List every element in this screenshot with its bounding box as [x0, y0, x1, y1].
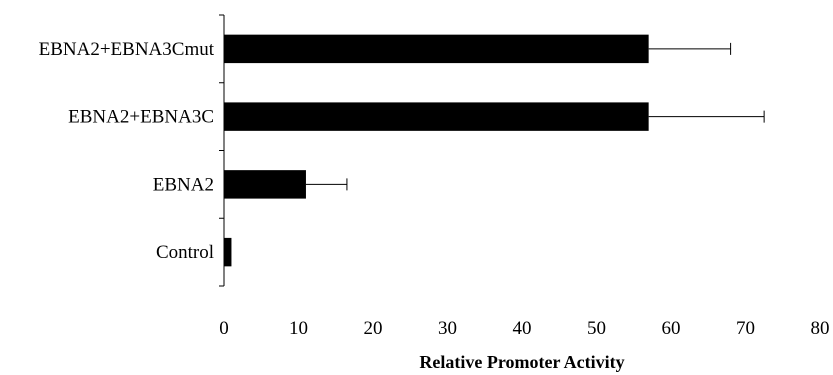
x-tick-label: 10: [289, 318, 308, 339]
bar: [224, 34, 649, 64]
category-label: Control: [156, 242, 214, 263]
tick-labels: 0 10 20 30 40 50 60 70 80: [219, 318, 829, 339]
x-tick-label: 80: [811, 318, 830, 339]
x-tick-label: 70: [736, 318, 755, 339]
category-labels: Control EBNA2 EBNA2+EBNA3C EBNA2+EBNA3Cmut: [39, 39, 215, 263]
x-tick-label: 20: [364, 318, 383, 339]
x-tick-label: 30: [438, 318, 457, 339]
x-tick-label: 0: [219, 318, 229, 339]
x-tick-label: 60: [662, 318, 681, 339]
category-label: EBNA2+EBNA3C: [68, 107, 214, 128]
x-axis-title: Relative Promoter Activity: [419, 352, 624, 372]
bar: [224, 237, 232, 267]
bar: [224, 102, 649, 131]
bar: [224, 170, 306, 199]
error-bars: [305, 42, 765, 191]
category-label: EBNA2+EBNA3Cmut: [39, 39, 215, 60]
x-tick-label: 40: [513, 318, 532, 339]
category-label: EBNA2: [153, 174, 214, 195]
y-axis: [219, 14, 225, 287]
bars: [224, 34, 649, 267]
x-tick-label: 50: [587, 318, 606, 339]
